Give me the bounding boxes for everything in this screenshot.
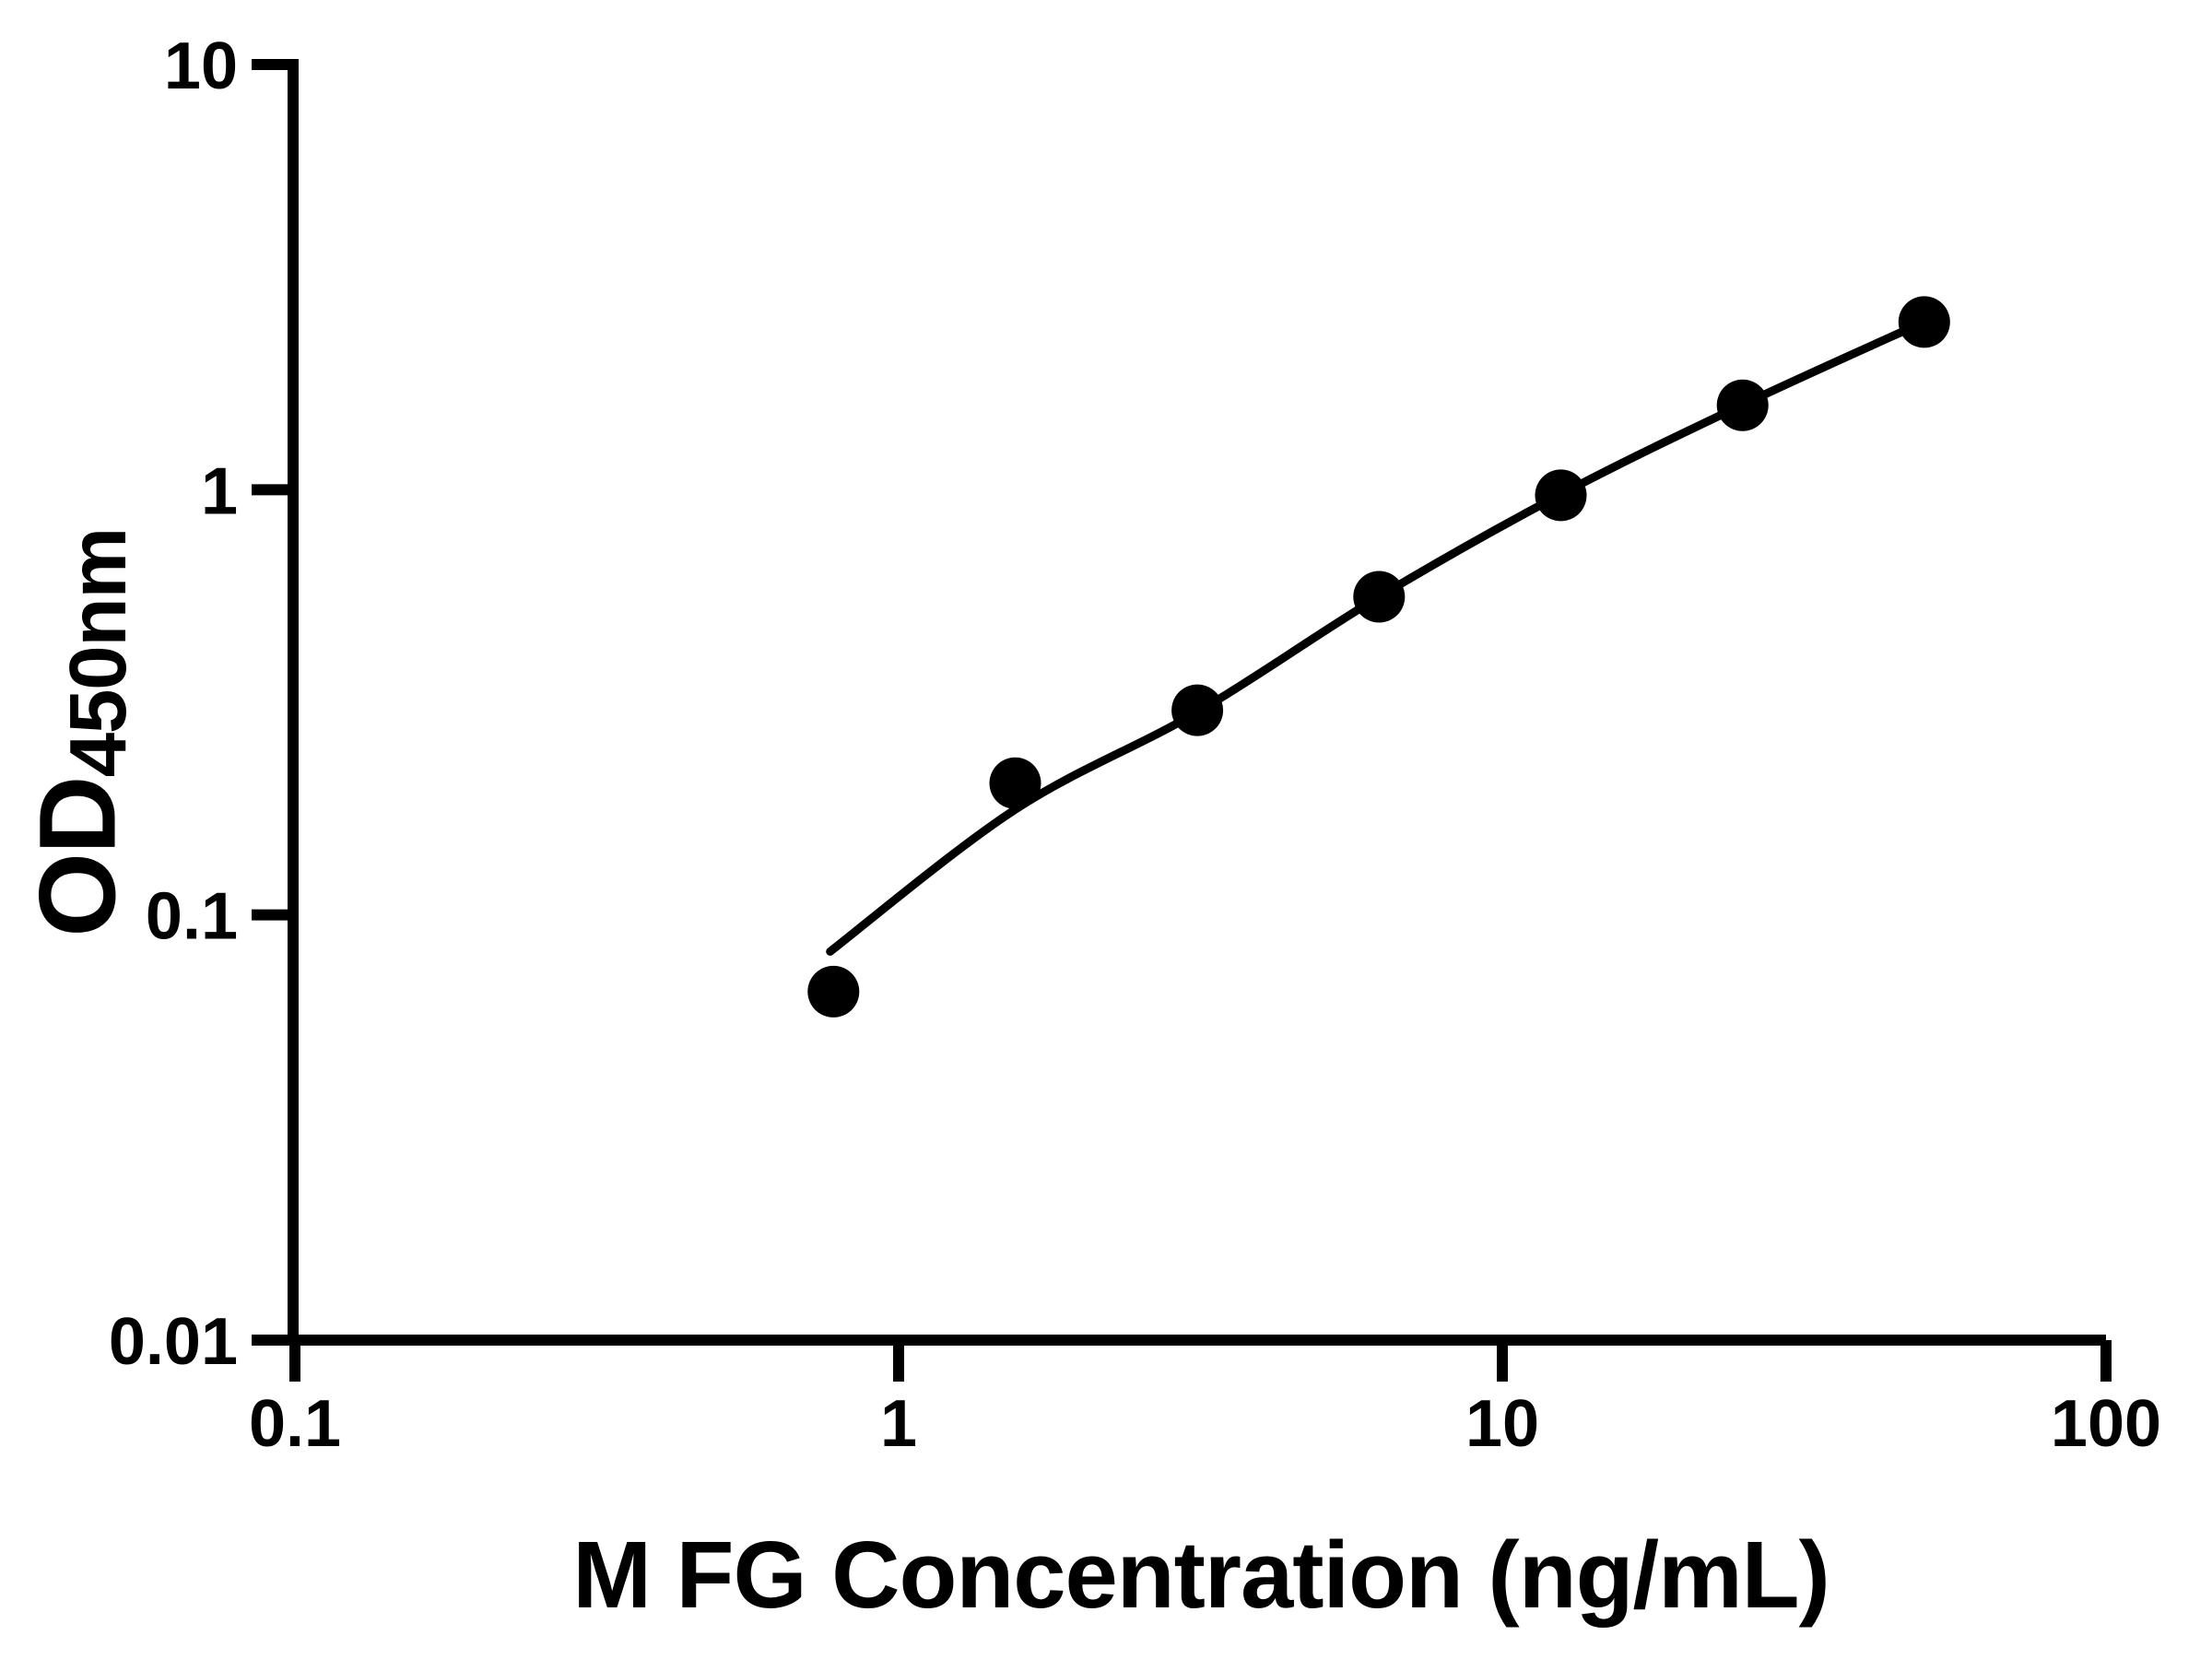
y-axis-title-subscript: 450nm [53, 528, 144, 778]
y-tick-label: 10 [164, 29, 238, 103]
data-point-marker [1171, 684, 1224, 736]
data-point-marker [1898, 296, 1950, 348]
data-point-marker [1716, 379, 1769, 431]
x-tick-label: 10 [1465, 1387, 1539, 1461]
data-point-marker [1535, 469, 1587, 522]
y-tick-label: 0.1 [146, 880, 238, 954]
data-point-marker [1353, 571, 1406, 623]
data-point-marker [807, 965, 860, 1018]
x-axis-title: M FG Concentration (ng/mL) [572, 1522, 1830, 1628]
y-axis-title: OD450nm [18, 528, 143, 937]
y-tick-label: 0.01 [109, 1305, 238, 1379]
x-tick-label: 100 [2051, 1387, 2161, 1461]
y-axis-title-main: OD [17, 777, 139, 937]
x-tick-label: 1 [880, 1387, 917, 1461]
x-tick-label: 0.1 [249, 1387, 341, 1461]
y-tick-label: 1 [201, 454, 238, 528]
data-point-marker [989, 757, 1041, 809]
